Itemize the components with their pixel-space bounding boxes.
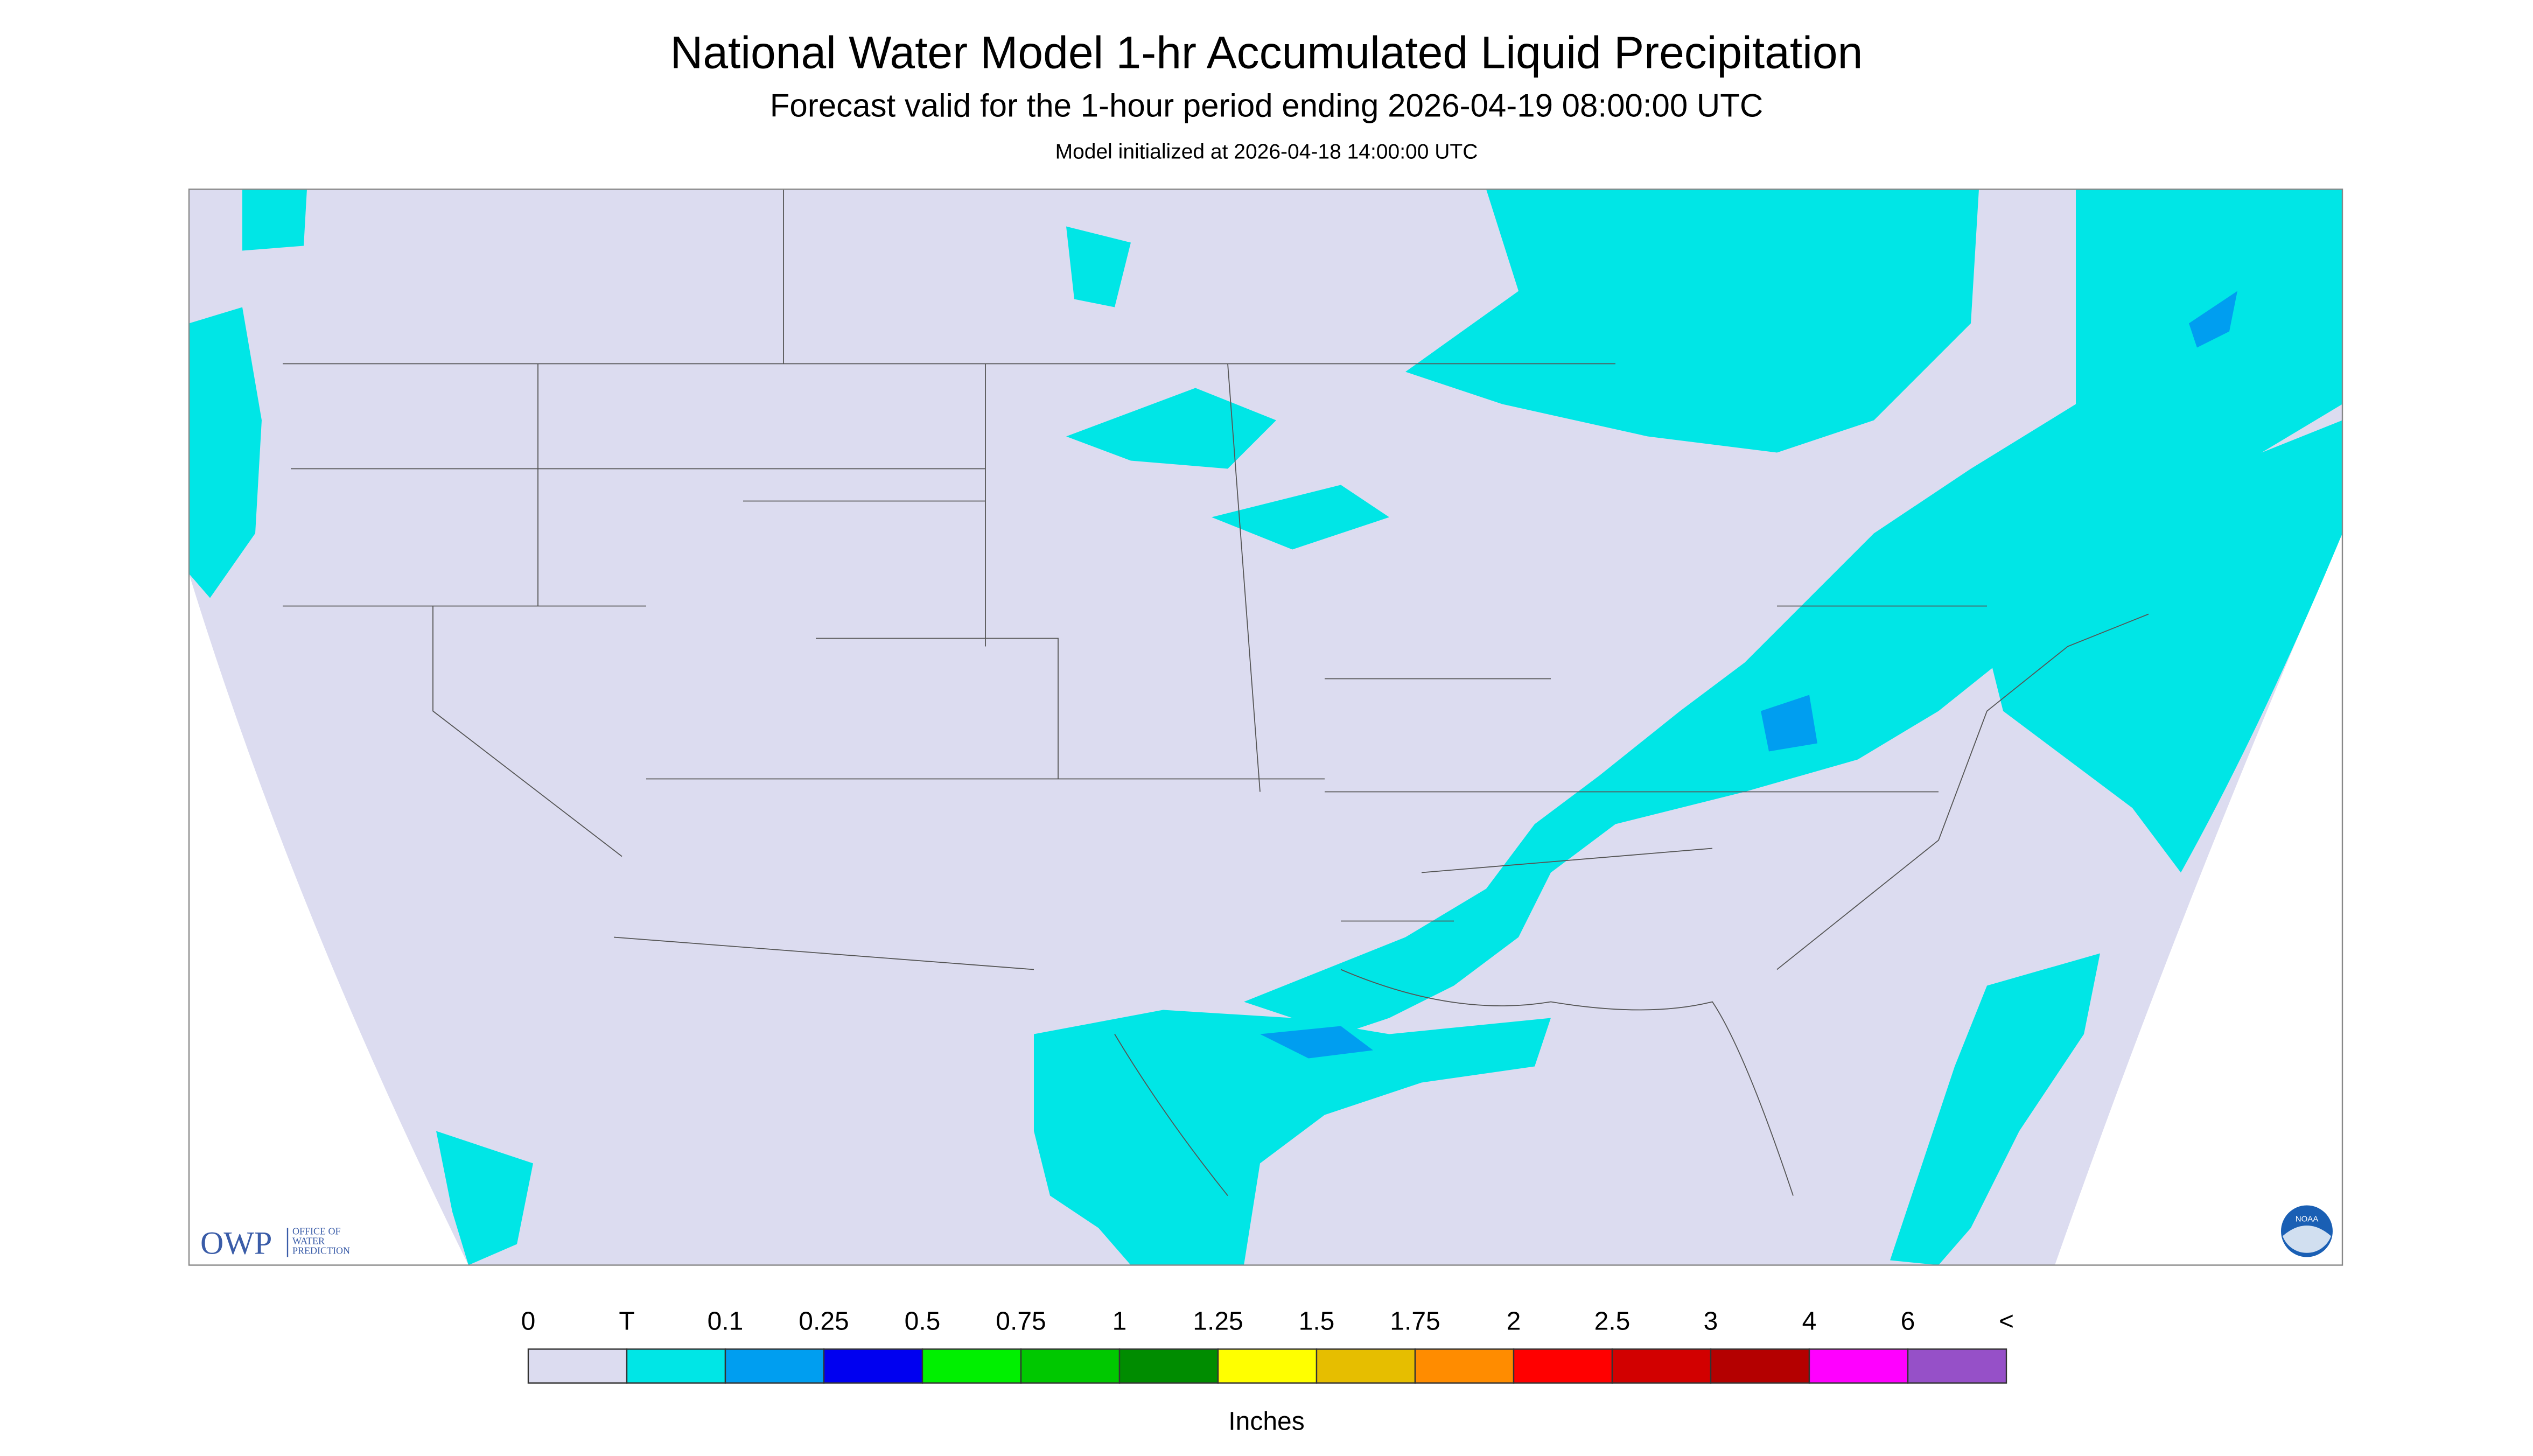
legend-swatch xyxy=(626,1348,726,1384)
legend-label: 0.5 xyxy=(905,1307,941,1336)
legend-swatch xyxy=(1118,1348,1219,1384)
precip-area xyxy=(1212,485,1389,550)
legend-swatch xyxy=(1611,1348,1712,1384)
precip-area xyxy=(1066,388,1276,469)
precip-area xyxy=(242,189,307,251)
legend-label: 2.5 xyxy=(1594,1307,1631,1336)
owp-text: WATER xyxy=(292,1236,325,1247)
owp-logo: OWP xyxy=(200,1226,272,1261)
subtitle: Forecast valid for the 1-hour period end… xyxy=(770,88,1763,124)
legend-label: 0.1 xyxy=(708,1307,744,1336)
legend-swatch xyxy=(1808,1348,1909,1384)
noaa-wave xyxy=(2283,1226,2331,1253)
legend-swatch xyxy=(1513,1348,1613,1384)
legend-swatch xyxy=(1414,1348,1515,1384)
boundaries xyxy=(283,189,2149,1196)
legend-unit: Inches xyxy=(1228,1408,1304,1436)
legend-swatch xyxy=(1316,1348,1416,1384)
precip-area xyxy=(189,307,262,598)
legend-label: 0.25 xyxy=(799,1307,849,1336)
legend-swatch xyxy=(1217,1348,1318,1384)
legend-label: 4 xyxy=(1802,1307,1817,1336)
map: OWP OFFICE OF WATER PREDICTION NOAA xyxy=(188,188,2343,1266)
legend-swatch xyxy=(823,1348,923,1384)
legend-swatch xyxy=(1907,1348,2007,1384)
legend-label: 1 xyxy=(1112,1307,1127,1336)
map-frame xyxy=(188,188,2343,1266)
precip-area xyxy=(436,1131,533,1265)
legend-swatch xyxy=(724,1348,825,1384)
legend-label: 3 xyxy=(1704,1307,1718,1336)
owp-text: OFFICE OF xyxy=(292,1226,341,1237)
precip-area xyxy=(1260,1026,1373,1059)
legend-swatch xyxy=(921,1348,1022,1384)
precip-area xyxy=(1066,226,1131,307)
state-boundary xyxy=(283,189,1987,970)
legend-label: 0 xyxy=(521,1307,536,1336)
precip-area xyxy=(1761,695,1817,752)
legend-label: T xyxy=(619,1307,634,1336)
legend-swatch xyxy=(1020,1348,1121,1384)
legend-swatch xyxy=(1710,1348,1810,1384)
domain xyxy=(189,189,2342,1265)
precip-area xyxy=(1034,1010,1551,1265)
legend-label: 2 xyxy=(1507,1307,1521,1336)
title: National Water Model 1-hr Accumulated Li… xyxy=(670,27,1863,78)
precip-area xyxy=(1405,189,1979,453)
precip-areas xyxy=(189,189,2342,1265)
coastline xyxy=(1114,613,2149,1196)
legend: 0 T 0.1 0.25 0.5 0.75 1 1.25 1.5 1.75 2 2.5 3 4 6 < xyxy=(521,1307,2014,1384)
precip-area xyxy=(1244,189,2342,1034)
noaa-text: NOAA xyxy=(2296,1215,2319,1224)
precip-area xyxy=(1890,953,2100,1265)
owp-text: PREDICTION xyxy=(292,1245,350,1256)
legend-label: 1.75 xyxy=(1390,1307,1440,1336)
legend-swatch xyxy=(527,1348,628,1384)
legend-label: 1.25 xyxy=(1193,1307,1243,1336)
precip-area xyxy=(2189,291,2237,348)
legend-label: 1.5 xyxy=(1299,1307,1335,1336)
precip-area xyxy=(1987,420,2342,873)
legend-label: < xyxy=(1999,1307,2014,1336)
init-time: Model initialized at 2026-04-18 14:00:00… xyxy=(1055,141,1478,164)
legend-label: 0.75 xyxy=(996,1307,1046,1336)
legend-label: 6 xyxy=(1901,1307,1915,1336)
